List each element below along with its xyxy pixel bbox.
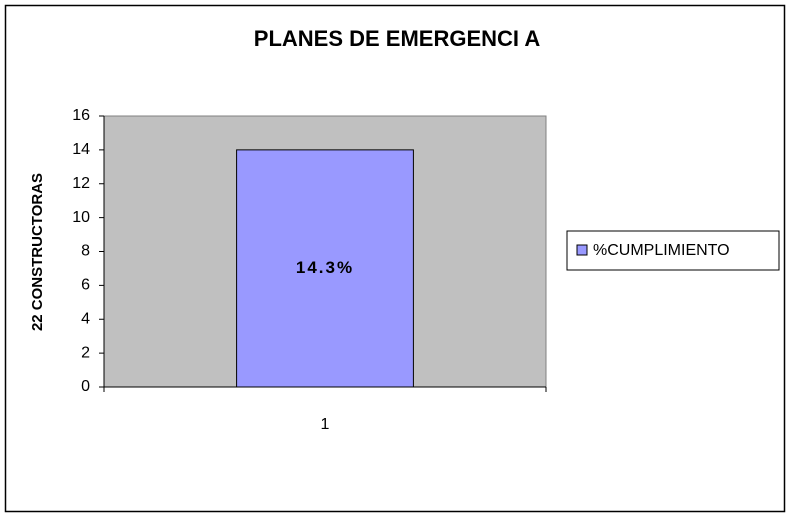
y-tick-label: 12 [72, 175, 90, 192]
y-tick-label: 6 [81, 277, 90, 294]
y-tick-label: 14 [72, 141, 90, 158]
legend-label: %CUMPLIMIENTO [593, 242, 730, 259]
x-tick-label: 1 [321, 416, 330, 433]
legend-box [566, 230, 780, 271]
data-label: 14.3% [296, 258, 354, 277]
y-axis-label: 22 CONSTRUCTORAS [29, 173, 46, 331]
legend-swatch [576, 244, 588, 256]
y-tick-label: 8 [81, 243, 90, 260]
y-tick-label: 10 [72, 209, 90, 226]
y-tick-label: 16 [72, 107, 90, 124]
bar [236, 149, 414, 388]
y-tick-label: 2 [81, 344, 90, 361]
y-tick-label: 4 [81, 310, 90, 327]
y-tick-label: 0 [81, 378, 90, 395]
chart-title: PLANES DE EMERGENCI A [254, 26, 541, 51]
